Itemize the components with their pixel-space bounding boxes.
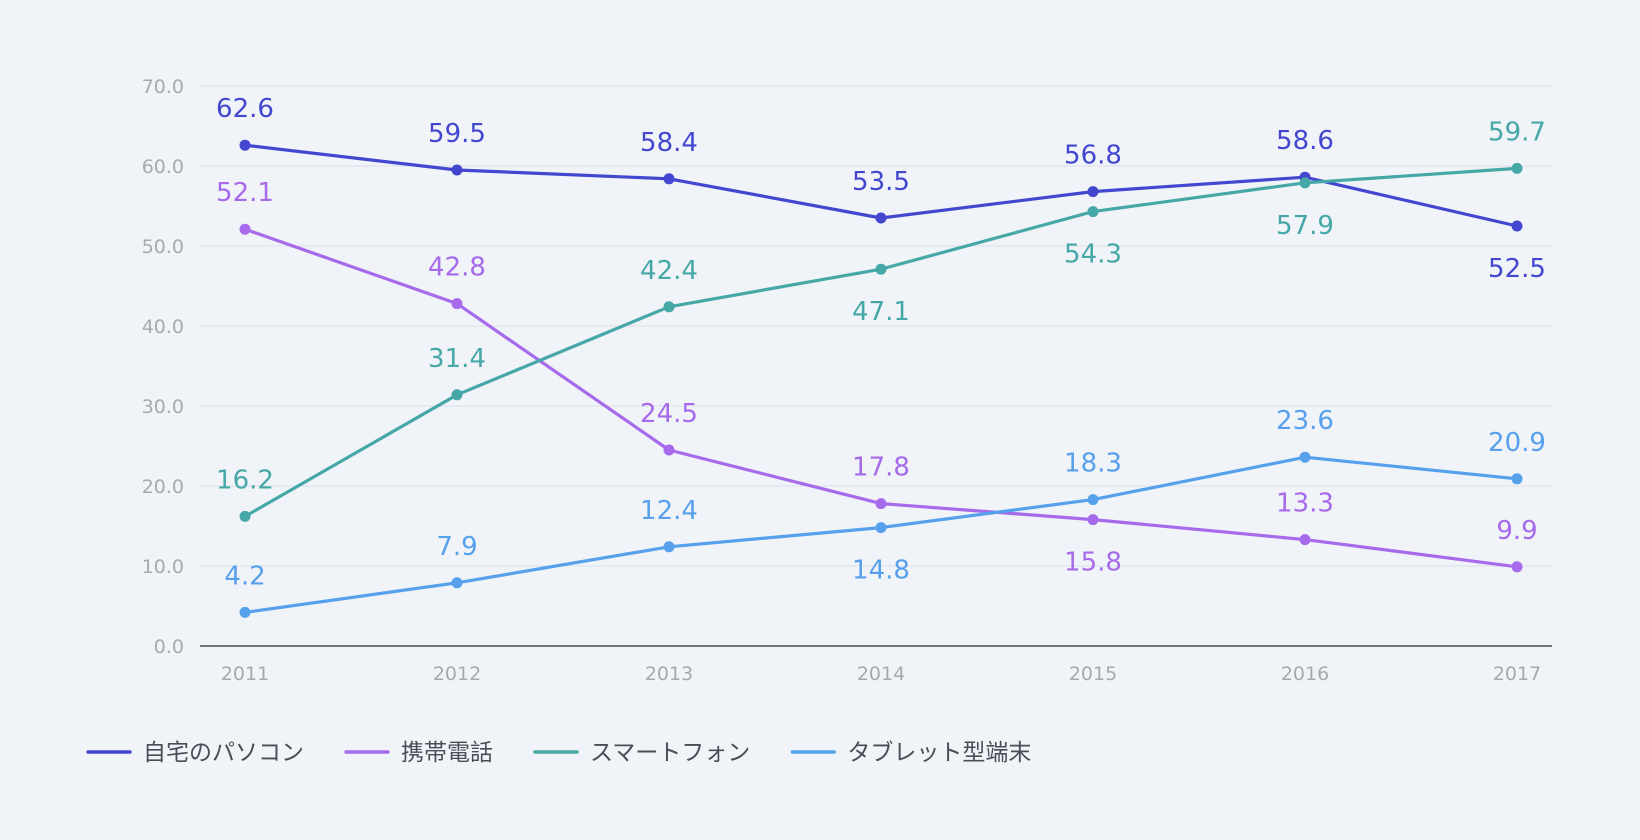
- data-point: [1511, 162, 1523, 174]
- data-point: [1511, 473, 1523, 485]
- data-point: [663, 173, 675, 185]
- data-point: [875, 212, 887, 224]
- data-point: [663, 541, 675, 553]
- data-label: 47.1: [852, 297, 910, 327]
- y-tick-label: 0.0: [154, 636, 184, 658]
- data-label: 17.8: [852, 453, 910, 483]
- data-label: 62.6: [216, 94, 274, 124]
- data-label: 58.4: [640, 128, 698, 158]
- y-tick-label: 20.0: [142, 476, 184, 498]
- data-point: [239, 139, 251, 151]
- data-point: [663, 301, 675, 313]
- data-point: [1299, 177, 1311, 189]
- data-label: 9.9: [1496, 516, 1537, 546]
- data-label: 59.7: [1488, 117, 1546, 147]
- data-label: 12.4: [640, 496, 698, 526]
- data-label: 52.5: [1488, 254, 1546, 284]
- data-label: 58.6: [1276, 126, 1334, 156]
- data-label: 53.5: [852, 167, 910, 197]
- legend-item: タブレット型端末: [790, 740, 1031, 766]
- data-point: [663, 444, 675, 456]
- data-point: [875, 522, 887, 534]
- data-point: [1087, 206, 1099, 218]
- data-point: [1299, 451, 1311, 463]
- data-point: [1087, 514, 1099, 526]
- series-3: 16.2 31.4 42.4 47.1 54.3 57.9 59.7: [216, 117, 1546, 522]
- data-point: [1511, 220, 1523, 232]
- data-label: 24.5: [640, 399, 698, 429]
- data-label: 4.2: [224, 561, 265, 591]
- data-point: [875, 263, 887, 275]
- x-tick-label: 2011: [221, 663, 269, 685]
- y-tick-label: 50.0: [142, 236, 184, 258]
- x-tick-label: 2013: [645, 663, 693, 685]
- y-tick-label: 40.0: [142, 316, 184, 338]
- data-label: 13.3: [1276, 489, 1334, 519]
- x-tick-label: 2017: [1493, 663, 1541, 685]
- y-tick-label: 10.0: [142, 556, 184, 578]
- series-2: 52.1 42.8 24.5 17.8 15.8 13.3 9.9: [216, 178, 1538, 577]
- data-point: [1087, 494, 1099, 506]
- y-tick-label: 60.0: [142, 156, 184, 178]
- data-label: 56.8: [1064, 141, 1122, 171]
- data-point: [1511, 561, 1523, 573]
- data-label: 18.3: [1064, 449, 1122, 479]
- data-point: [239, 606, 251, 618]
- data-point: [239, 510, 251, 522]
- legend-label: 携帯電話: [401, 740, 493, 766]
- series-group: 62.6 59.5 58.4 53.5 56.8 58.6 52.5 52.1 42.8 24.5…: [216, 94, 1546, 618]
- data-point: [451, 389, 463, 401]
- data-point: [1087, 186, 1099, 198]
- x-tick-label: 2016: [1281, 663, 1329, 685]
- data-point: [451, 577, 463, 589]
- legend-item: 自宅のパソコン: [86, 740, 304, 766]
- legend-label: スマートフォン: [590, 740, 750, 766]
- data-label: 7.9: [436, 532, 477, 562]
- data-point: [451, 298, 463, 310]
- legend: 自宅のパソコン 携帯電話 スマートフォン タブレット型端末: [86, 740, 1031, 766]
- data-label: 42.8: [428, 253, 486, 283]
- series-1: 62.6 59.5 58.4 53.5 56.8 58.6 52.5: [216, 94, 1546, 284]
- data-point: [1299, 534, 1311, 546]
- y-tick-label: 70.0: [142, 76, 184, 98]
- axes: 0.0 10.0 20.0 30.0 40.0 50.0 60.0 70.0 2011 2012 2…: [142, 76, 1552, 685]
- x-tick-label: 2012: [433, 663, 481, 685]
- data-label: 15.8: [1064, 548, 1122, 578]
- x-tick-label: 2014: [857, 663, 905, 685]
- legend-label: タブレット型端末: [847, 740, 1031, 766]
- data-label: 31.4: [428, 344, 486, 374]
- legend-label: 自宅のパソコン: [143, 740, 304, 766]
- data-label: 54.3: [1064, 240, 1122, 270]
- series-4: 4.2 7.9 12.4 14.8 18.3 23.6 20.9: [224, 406, 1546, 618]
- legend-item: 携帯電話: [344, 740, 493, 766]
- y-tick-label: 30.0: [142, 396, 184, 418]
- data-label: 52.1: [216, 178, 274, 208]
- legend-item: スマートフォン: [533, 740, 750, 766]
- data-point: [875, 498, 887, 510]
- x-tick-label: 2015: [1069, 663, 1117, 685]
- data-label: 20.9: [1488, 428, 1546, 458]
- data-point: [451, 164, 463, 176]
- data-label: 23.6: [1276, 406, 1334, 436]
- data-label: 57.9: [1276, 211, 1334, 241]
- data-label: 14.8: [852, 556, 910, 586]
- data-point: [239, 223, 251, 235]
- data-label: 42.4: [640, 256, 698, 286]
- data-label: 59.5: [428, 119, 486, 149]
- data-label: 16.2: [216, 465, 274, 495]
